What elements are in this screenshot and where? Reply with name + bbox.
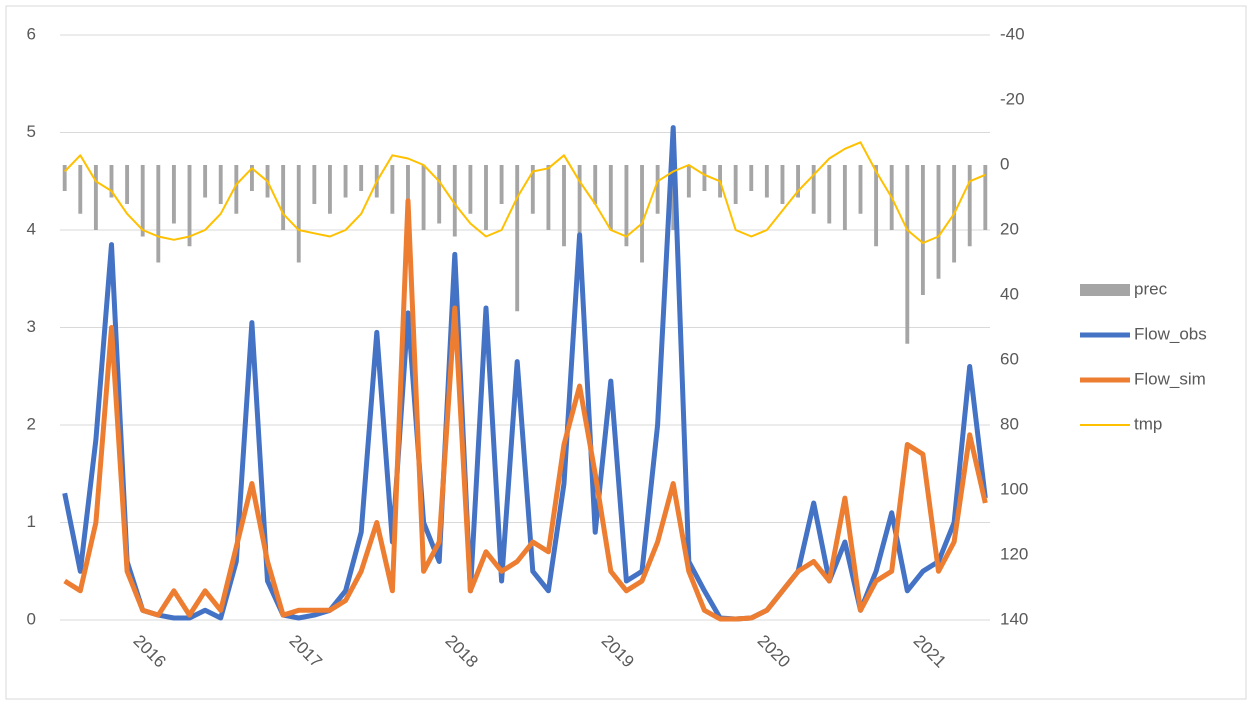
bar <box>624 165 629 247</box>
bar <box>468 165 473 214</box>
bar <box>62 165 67 191</box>
bar <box>484 165 488 230</box>
legend-label: prec <box>1134 279 1168 298</box>
legend-label: Flow_obs <box>1134 324 1207 343</box>
y2-tick-label: 80 <box>1000 414 1019 433</box>
bar <box>562 165 566 247</box>
bar <box>858 165 863 214</box>
bar <box>312 165 317 204</box>
y2-tick-label: 20 <box>1000 219 1019 238</box>
legend-swatch <box>1080 284 1130 296</box>
bar <box>140 165 145 237</box>
bar <box>640 165 644 263</box>
bar <box>686 165 691 198</box>
bar <box>967 165 972 247</box>
y-tick-label: 6 <box>27 24 36 43</box>
bar <box>842 165 847 230</box>
bar <box>93 165 98 230</box>
line <box>63 141 986 244</box>
bar <box>437 165 442 224</box>
bar <box>343 165 348 198</box>
y-tick-label: 5 <box>27 122 36 141</box>
line <box>63 198 988 622</box>
bar <box>936 165 941 279</box>
bar <box>905 165 910 344</box>
bar <box>171 165 176 224</box>
bar <box>764 165 769 198</box>
y2-tick-label: 40 <box>1000 284 1019 303</box>
chart-border <box>5 5 1247 700</box>
bar <box>796 165 801 198</box>
y-tick-label: 1 <box>27 512 36 531</box>
y-tick-label: 3 <box>27 317 36 336</box>
bar <box>218 165 223 204</box>
bar <box>125 165 130 204</box>
bar <box>452 165 457 237</box>
legend-label: tmp <box>1134 414 1162 433</box>
y-tick-label: 2 <box>27 414 36 433</box>
y2-tick-label: -20 <box>1000 89 1025 108</box>
bar <box>733 165 738 204</box>
bar <box>421 165 426 230</box>
y2-tick-label: 140 <box>1000 609 1028 628</box>
bar <box>234 165 239 214</box>
y2-tick-label: 60 <box>1000 349 1019 368</box>
y-tick-label: 4 <box>27 219 36 238</box>
y2-tick-label: -40 <box>1000 24 1025 43</box>
y-tick-label: 0 <box>27 609 36 628</box>
bar <box>390 165 395 214</box>
bar <box>530 165 535 214</box>
bar <box>296 165 301 263</box>
bar <box>109 165 114 198</box>
bar <box>608 165 613 230</box>
bar <box>874 165 879 247</box>
bar <box>811 165 816 214</box>
bar <box>655 165 660 214</box>
bar <box>577 165 582 279</box>
y2-tick-label: 100 <box>1000 479 1028 498</box>
bar <box>328 165 332 214</box>
y2-tick-label: 120 <box>1000 544 1028 563</box>
bar <box>702 165 707 191</box>
legend-label: Flow_sim <box>1134 369 1206 388</box>
bar <box>281 165 286 230</box>
bar <box>593 165 598 204</box>
y2-tick-label: 0 <box>1000 154 1009 173</box>
bar <box>983 165 988 230</box>
bar <box>749 165 754 191</box>
bar <box>499 165 504 204</box>
bar <box>156 165 161 263</box>
bar <box>203 165 208 198</box>
bar <box>187 165 192 247</box>
bar <box>546 165 551 230</box>
bar <box>78 165 83 214</box>
bar <box>780 165 785 204</box>
bar <box>359 165 364 191</box>
bar <box>827 165 832 224</box>
bar <box>515 165 520 312</box>
bar <box>249 165 254 191</box>
bar <box>920 165 925 295</box>
